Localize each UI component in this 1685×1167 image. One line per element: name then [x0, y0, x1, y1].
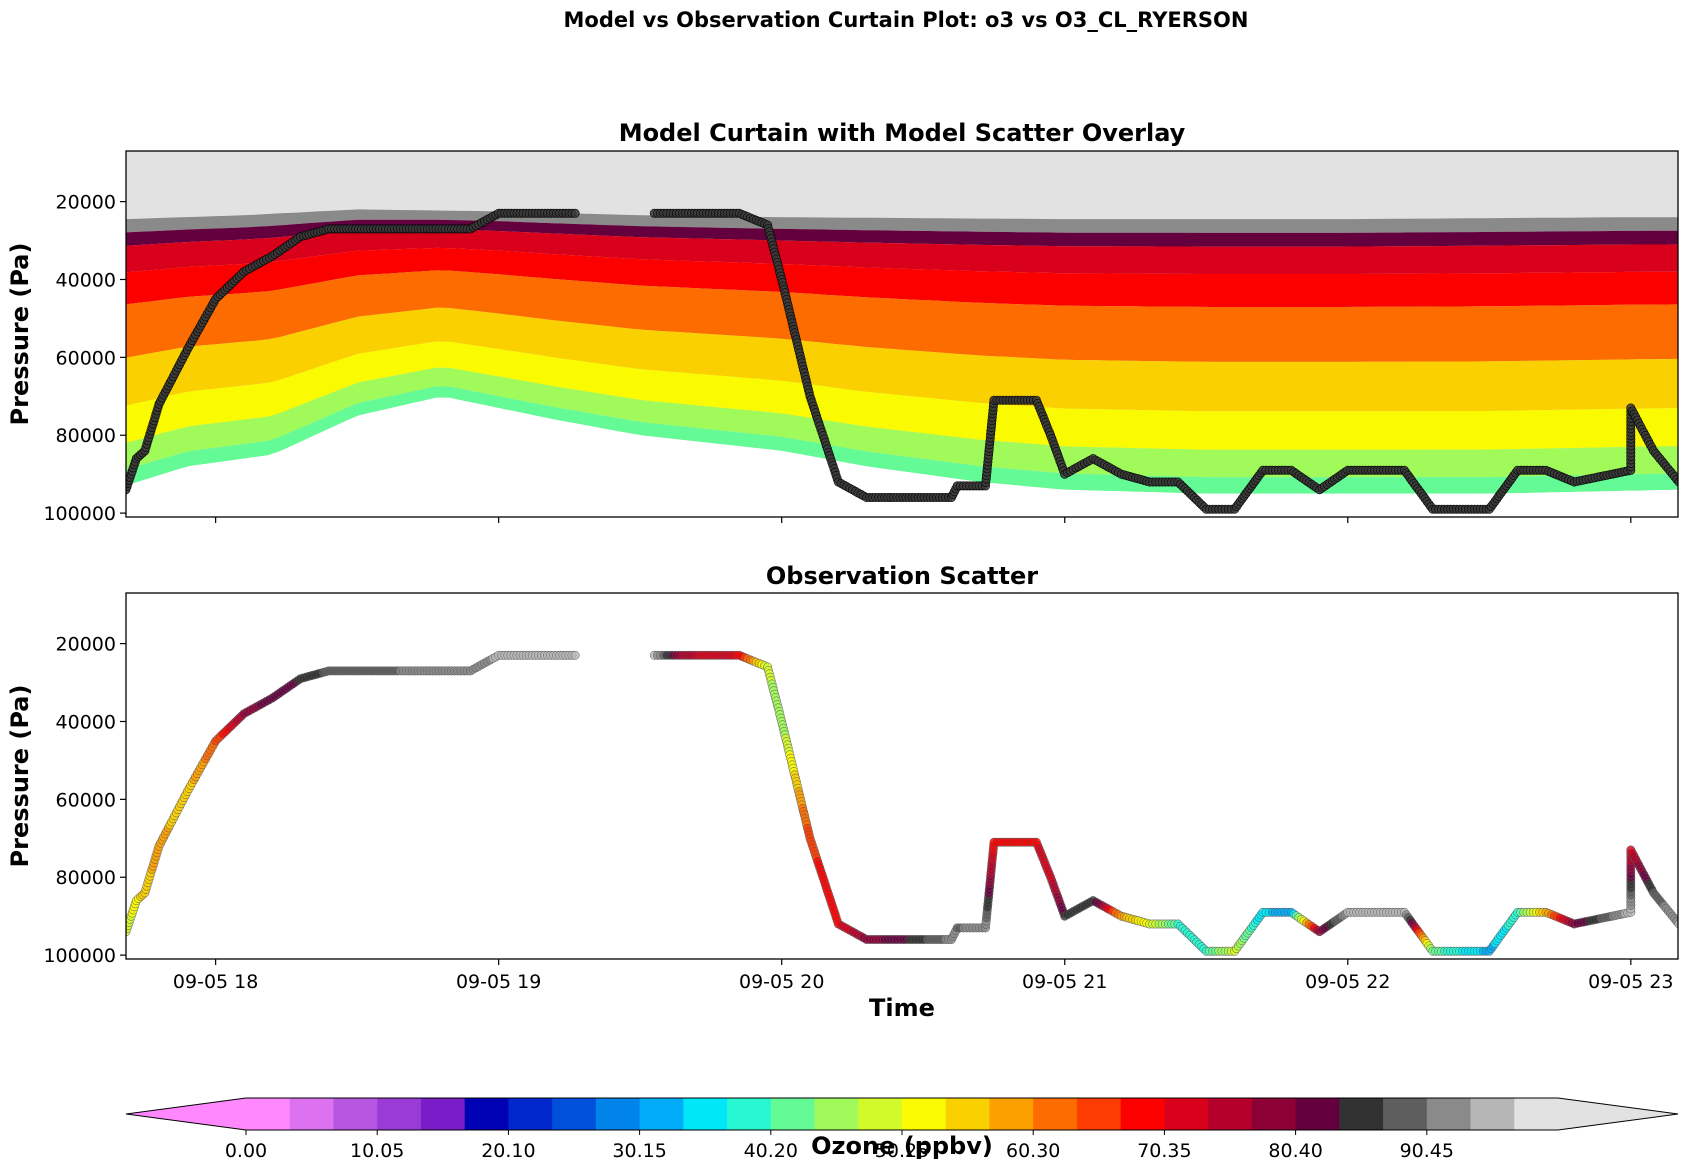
colorbar-tick-label: 10.05: [350, 1140, 404, 1162]
curtain-color-layers: [126, 209, 1678, 517]
curtain-band: [126, 367, 1678, 478]
colorbar-segment: [1033, 1098, 1078, 1130]
y-tick-label: 40000: [56, 269, 116, 291]
model-x-ticks: [215, 517, 1632, 523]
colorbar-tick-label: 50.25: [875, 1140, 929, 1162]
observation-ylabel: Pressure (Pa): [6, 685, 34, 868]
colorbar-segment: [1470, 1098, 1515, 1130]
colorbar-segment: [1120, 1098, 1165, 1130]
colorbar-segment: [420, 1098, 466, 1130]
colorbar-segment: [1383, 1098, 1428, 1130]
observation-scatter-panel: Observation Scatter 20000 40000 60000 80000…: [6, 562, 1679, 1022]
model-axes-frame: [125, 150, 1679, 518]
colorbar-segment: [902, 1098, 947, 1130]
colorbar-segment: [552, 1098, 597, 1130]
colorbar: 0.00 10.05 20.10 30.15 40.20 50.25 60.30 70.35 8…: [125, 1097, 1679, 1162]
colorbar-segment: [595, 1098, 641, 1130]
colorbar-segment: [989, 1098, 1034, 1130]
colorbar-tick-label: 80.40: [1268, 1140, 1322, 1162]
model-scatter-point: [570, 208, 580, 218]
colorbar-label: Ozone (ppbv): [811, 1132, 993, 1160]
curtain-band: [126, 247, 1678, 307]
colorbar-ticks: 0.00 10.05 20.10 30.15 40.20 50.25 60.30 70.35 8…: [225, 1130, 1454, 1162]
y-tick-label: 60000: [56, 347, 116, 369]
curtain-band: [126, 386, 1678, 494]
colorbar-segment: [1426, 1098, 1472, 1130]
colorbar-segment: [727, 1098, 772, 1130]
colorbar-segments: [125, 1097, 1679, 1131]
colorbar-tick-label: 20.10: [481, 1140, 535, 1162]
x-tick-label: 09-05 21: [1022, 971, 1107, 993]
below-ground-region: [126, 397, 1678, 517]
observation-y-ticks: 20000 40000 60000 80000 100000: [43, 634, 126, 967]
observation-panel-title: Observation Scatter: [766, 562, 1038, 590]
colorbar-segment: [246, 1098, 291, 1130]
colorbar-segment: [377, 1098, 422, 1130]
colorbar-segment: [1164, 1098, 1209, 1130]
colorbar-tick-label: 40.20: [744, 1140, 798, 1162]
curtain-band: [126, 341, 1678, 450]
model-scatter-overlay: [126, 208, 1678, 514]
x-tick-label: 09-05 19: [456, 971, 541, 993]
x-tick-label: 09-05 20: [739, 971, 824, 993]
colorbar-segment: [683, 1098, 728, 1130]
x-tick-label: 09-05 22: [1305, 971, 1390, 993]
model-curtain-panel: Model Curtain with Model Scatter Overlay…: [6, 119, 1679, 525]
curtain-band: [126, 229, 1678, 274]
curtain-band: [126, 307, 1678, 412]
colorbar-under-arrow: [126, 1098, 246, 1130]
colorbar-segment: [464, 1098, 509, 1130]
curtain-band: [126, 270, 1678, 362]
colorbar-segment: [289, 1098, 335, 1130]
y-tick-label: 60000: [56, 789, 116, 811]
model-panel-title: Model Curtain with Model Scatter Overlay: [619, 119, 1186, 147]
observation-x-ticks: 09-05 18 09-05 19 09-05 20 09-05 21 09-05 22…: [173, 959, 1674, 993]
observation-plot-area: [126, 593, 1678, 959]
colorbar-segment: [1251, 1098, 1297, 1130]
y-tick-label: 40000: [56, 711, 116, 733]
colorbar-segment: [814, 1098, 859, 1130]
colorbar-segment: [770, 1098, 816, 1130]
colorbar-segment: [639, 1098, 684, 1130]
colorbar-segment: [945, 1098, 991, 1130]
x-axis-label: Time: [869, 994, 935, 1022]
curtain-band: [126, 219, 1678, 247]
observation-scatter-points: [126, 650, 1678, 956]
observation-point: [570, 650, 580, 660]
y-tick-label: 100000: [43, 945, 116, 967]
colorbar-segment: [1339, 1098, 1384, 1130]
colorbar-segment: [858, 1098, 903, 1130]
colorbar-tick-label: 30.15: [612, 1140, 666, 1162]
colorbar-segment: [333, 1098, 378, 1130]
y-tick-label: 20000: [56, 192, 116, 214]
y-tick-label: 80000: [56, 425, 116, 447]
colorbar-tick-label: 0.00: [225, 1140, 267, 1162]
observation-point: [1674, 919, 1678, 929]
model-scatter-point: [1674, 477, 1678, 487]
colorbar-segment: [1295, 1098, 1340, 1130]
colorbar-segment: [508, 1098, 553, 1130]
model-y-ticks: 20000 40000 60000 80000 100000: [43, 192, 126, 525]
x-tick-label: 09-05 18: [173, 971, 258, 993]
colorbar-segment: [1514, 1098, 1559, 1130]
colorbar-segment: [1208, 1098, 1253, 1130]
y-tick-label: 80000: [56, 867, 116, 889]
colorbar-over-arrow: [1558, 1098, 1678, 1130]
figure-title: Model vs Observation Curtain Plot: o3 vs…: [564, 8, 1249, 32]
colorbar-segment: [1076, 1098, 1122, 1130]
model-ylabel: Pressure (Pa): [6, 243, 34, 426]
y-tick-label: 100000: [43, 503, 116, 525]
colorbar-tick-label: 70.35: [1137, 1140, 1191, 1162]
observation-axes-frame: [125, 592, 1679, 960]
x-tick-label: 09-05 23: [1588, 971, 1673, 993]
colorbar-tick-label: 60.30: [1006, 1140, 1060, 1162]
y-tick-label: 20000: [56, 634, 116, 656]
colorbar-tick-label: 90.45: [1400, 1140, 1454, 1162]
